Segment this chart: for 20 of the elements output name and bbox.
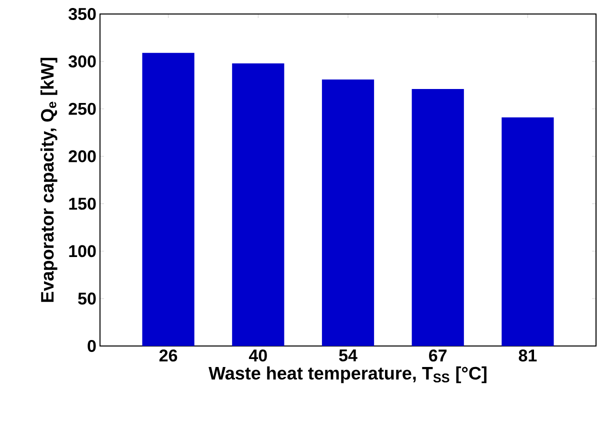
y-tick-label: 300 [68, 55, 96, 68]
x-tick-label: 67 [429, 350, 447, 362]
y-tick-label: 50 [78, 292, 96, 305]
bar [232, 63, 284, 346]
x-tick-label: 81 [518, 350, 537, 362]
x-tick-label: 40 [248, 350, 267, 362]
y-tick-label: 200 [68, 150, 96, 162]
x-axis-title: Waste heat temperature, T$_{SS}$ [°C] [208, 366, 486, 384]
bar [502, 117, 554, 346]
y-tick-label: 150 [69, 198, 96, 210]
y-tick-label: 350 [68, 8, 96, 20]
y-tick-label: 100 [69, 245, 96, 258]
y-tick-label: 250 [68, 102, 96, 115]
x-tick-label: 26 [159, 350, 178, 362]
bar [322, 79, 374, 346]
y-axis-title: Evaporator capacity, Q$_{e}$ [kW] [40, 58, 58, 302]
bar [412, 88, 464, 346]
y-tick-label: 0 [88, 340, 96, 352]
x-tick-label: 54 [339, 350, 358, 362]
bar [142, 52, 194, 346]
